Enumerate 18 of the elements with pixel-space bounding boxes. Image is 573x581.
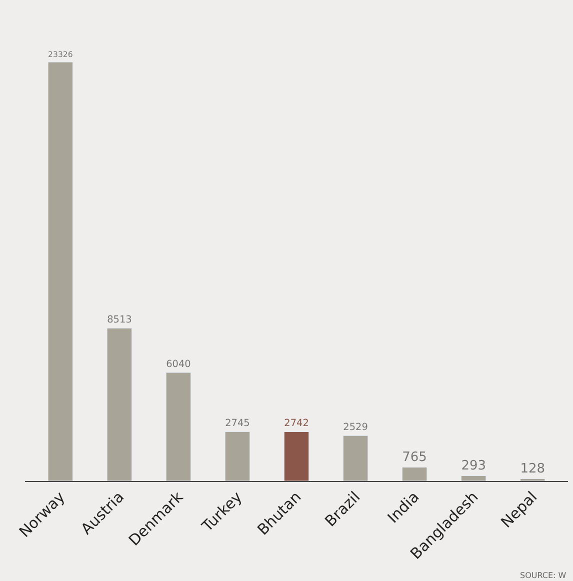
data-label: 8513 bbox=[107, 314, 132, 326]
source-note: SOURCE: W bbox=[520, 571, 566, 580]
bar bbox=[342, 435, 368, 481]
bar bbox=[284, 432, 310, 481]
data-label: 6040 bbox=[166, 358, 191, 370]
bar bbox=[520, 478, 546, 481]
data-label: 2742 bbox=[284, 418, 309, 430]
data-label: 293 bbox=[461, 458, 486, 474]
bar bbox=[106, 328, 132, 481]
data-label: 2529 bbox=[343, 422, 368, 434]
data-label: 2745 bbox=[225, 418, 250, 430]
bar bbox=[224, 431, 250, 481]
bar bbox=[48, 62, 74, 481]
bar bbox=[402, 467, 428, 481]
bar bbox=[166, 372, 192, 481]
data-label: 765 bbox=[402, 450, 427, 465]
bar bbox=[460, 475, 486, 481]
data-label: 128 bbox=[520, 461, 545, 476]
